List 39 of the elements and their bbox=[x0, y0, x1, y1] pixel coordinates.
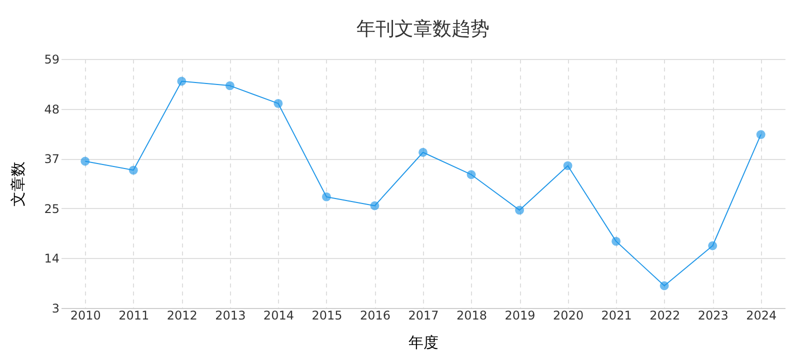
point bbox=[515, 206, 524, 215]
point bbox=[274, 99, 283, 108]
point bbox=[370, 201, 380, 210]
y-tick-label: 25 bbox=[44, 202, 60, 216]
chart-title: 年刊文章数趋势 bbox=[356, 18, 490, 40]
x-tick-label: 2019 bbox=[504, 308, 536, 322]
point bbox=[612, 236, 621, 246]
x-tick-label: 2011 bbox=[118, 308, 150, 322]
x-tick-label: 2018 bbox=[456, 308, 488, 322]
x-tick-label: 2010 bbox=[70, 308, 101, 322]
y-tick-label: 3 bbox=[52, 302, 60, 316]
point bbox=[177, 76, 186, 86]
point bbox=[418, 148, 428, 157]
x-tick-label: 2016 bbox=[360, 308, 391, 322]
x-tick-label: 2013 bbox=[215, 308, 246, 322]
x-tick-label: 2024 bbox=[746, 308, 777, 322]
point bbox=[466, 170, 476, 180]
x-tick-label: 2020 bbox=[553, 308, 584, 322]
y-tick-label: 37 bbox=[44, 152, 60, 166]
x-axis-title: 年度 bbox=[408, 334, 438, 352]
x-tick-label: 2023 bbox=[698, 308, 728, 322]
y-tick-label: 59 bbox=[44, 52, 60, 66]
y-axis-title: 文章数 bbox=[9, 162, 28, 206]
point bbox=[225, 81, 234, 90]
x-tick-label: 2015 bbox=[312, 308, 342, 322]
x-tick-label: 2022 bbox=[650, 308, 680, 322]
x-tick-label: 2014 bbox=[263, 308, 294, 322]
x-tick-label: 2021 bbox=[601, 308, 632, 322]
point bbox=[708, 241, 718, 250]
x-tick-label: 2017 bbox=[408, 308, 439, 322]
point bbox=[756, 130, 766, 140]
point bbox=[660, 281, 669, 290]
point bbox=[128, 166, 138, 175]
x-tick-label: 2012 bbox=[166, 308, 198, 322]
point bbox=[322, 192, 331, 202]
y-tick-label: 48 bbox=[44, 102, 60, 116]
y-tick-label: 14 bbox=[44, 252, 60, 266]
point bbox=[563, 161, 572, 170]
point bbox=[80, 156, 90, 166]
